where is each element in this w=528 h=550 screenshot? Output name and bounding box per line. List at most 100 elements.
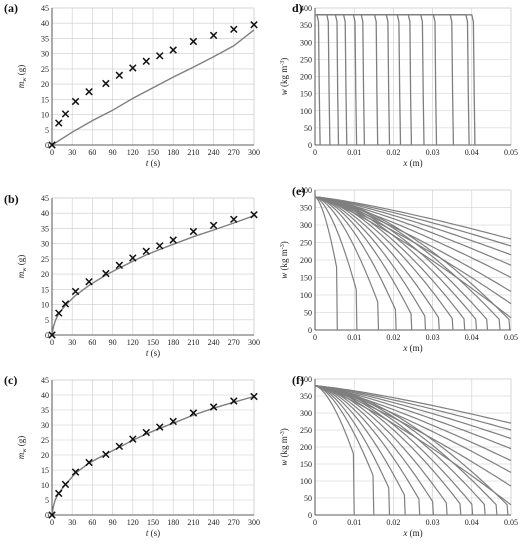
x-tick-label: 90: [109, 518, 117, 527]
data-marker: [85, 87, 93, 96]
y-tick-label: 300: [300, 38, 312, 47]
y-tick-label: 10: [41, 301, 49, 310]
x-tick-label: 300: [248, 338, 260, 347]
data-marker: [71, 97, 80, 106]
profile-line: [314, 196, 380, 331]
panel-label: d): [292, 1, 303, 15]
y-tick-label: 30: [41, 50, 49, 59]
y-tick-label: 250: [300, 426, 312, 435]
x-tick-label: 270: [228, 518, 240, 527]
data-marker: [48, 331, 56, 339]
y-tick-label: 25: [41, 436, 49, 445]
x-tick-label: 0.02: [386, 518, 400, 527]
x-tick-label: 0.04: [465, 518, 479, 527]
profile-line: [315, 14, 391, 146]
panel-c: 0 5 10 15 20 25 30 35 40 45 0 30 60 90 120 150 180 210 240…: [4, 373, 260, 538]
data-marker: [169, 46, 177, 54]
y-tick-label: 50: [304, 494, 312, 503]
x-tick-label: 30: [68, 338, 76, 347]
y-tick-label: 0: [45, 141, 49, 150]
data-marker: [169, 417, 177, 426]
x-tick-label: 120: [127, 148, 139, 157]
y-tick-label: 35: [41, 406, 49, 415]
x-tick-label: 0: [50, 148, 54, 157]
y-tick-label: 10: [41, 481, 49, 490]
y-tick-label: 30: [41, 421, 49, 430]
profile-line: [314, 196, 512, 247]
data-marker: [142, 57, 150, 66]
profile-line: [314, 196, 512, 240]
profile-line: [314, 385, 406, 516]
profile-line: [314, 385, 512, 450]
x-tick-label: 240: [208, 338, 220, 347]
y-tick-label: 100: [300, 477, 312, 486]
y-axis-label: w (kg m-3): [279, 58, 289, 96]
panel-label: (f): [292, 373, 304, 387]
data-marker: [142, 247, 150, 256]
y-tick-label: 20: [41, 80, 49, 89]
y-tick-label: 200: [300, 73, 312, 82]
y-tick-label: 15: [41, 285, 49, 294]
y-tick-label: 30: [41, 240, 49, 249]
y-tick-label: 25: [41, 65, 49, 74]
y-tick-label: 15: [41, 95, 49, 104]
model-line: [51, 29, 255, 146]
panel-label: (b): [4, 192, 19, 206]
profile-line: [314, 196, 512, 305]
x-tick-label: 240: [208, 518, 220, 527]
y-tick-label: 0: [45, 331, 49, 340]
panel-b: 0 5 10 15 20 25 30 35 40 45 0 30 60 90 120 150 180 210 240…: [4, 192, 260, 358]
panel-label: (a): [4, 1, 18, 15]
x-tick-label: 0.02: [386, 148, 400, 157]
data-marker: [102, 79, 110, 88]
x-tick-label: 210: [187, 338, 199, 347]
data-marker: [209, 31, 218, 40]
y-tick-label: 150: [300, 90, 312, 99]
profile-line: [315, 14, 358, 146]
y-tick-label: 40: [41, 209, 49, 218]
y-tick-label: 400: [300, 4, 312, 13]
profile-line: [315, 14, 321, 146]
y-tick-label: 20: [41, 270, 49, 279]
data-marker: [156, 52, 164, 60]
data-marker: [55, 309, 63, 317]
data-marker: [129, 254, 137, 262]
data-marker: [55, 489, 63, 498]
data-marker: [61, 110, 70, 118]
profile-line: [314, 196, 358, 331]
y-axis-label: mw (g): [16, 255, 28, 279]
y-tick-label: 350: [300, 204, 312, 213]
data-marker: [250, 392, 258, 401]
x-tick-label: 90: [109, 148, 117, 157]
x-tick-label: 0.03: [426, 518, 440, 527]
x-tick-label: 150: [147, 148, 159, 157]
x-tick-label: 300: [248, 148, 260, 157]
y-tick-label: 300: [300, 221, 312, 230]
data-marker: [55, 119, 63, 127]
data-marker: [230, 25, 238, 34]
data-marker: [142, 428, 150, 437]
data-marker: [102, 450, 110, 459]
y-tick-label: 5: [45, 126, 49, 135]
y-tick-label: 200: [300, 256, 312, 265]
profile-line: [314, 385, 512, 440]
x-tick-label: 90: [109, 338, 117, 347]
data-marker: [250, 211, 258, 219]
y-tick-label: 10: [41, 111, 49, 120]
y-tick-label: 350: [300, 21, 312, 30]
data-marker: [85, 458, 93, 467]
data-marker: [230, 215, 238, 224]
profile-line: [314, 196, 413, 331]
x-tick-label: 0.04: [465, 333, 479, 342]
profile-line: [314, 385, 512, 474]
x-tick-label: 0.01: [347, 333, 361, 342]
y-tick-label: 0: [308, 511, 312, 520]
data-marker: [250, 21, 258, 29]
x-tick-label: 270: [228, 338, 240, 347]
x-tick-label: 60: [88, 518, 96, 527]
x-tick-label: 0: [313, 148, 317, 157]
data-marker: [115, 261, 124, 270]
profile-line: [314, 385, 512, 462]
data-marker: [48, 511, 56, 519]
y-tick-label: 25: [41, 255, 49, 264]
